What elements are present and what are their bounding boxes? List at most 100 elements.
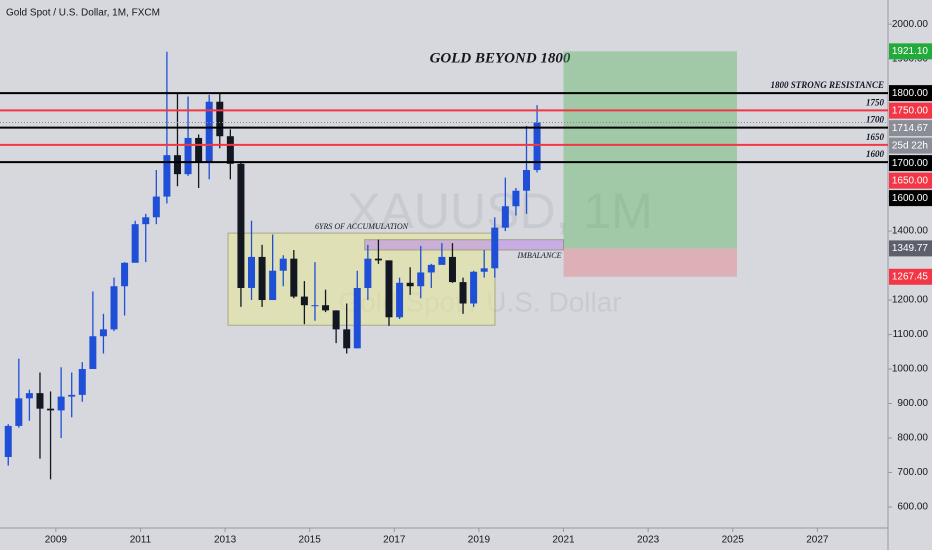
candle-body <box>427 264 435 273</box>
x-tick-label: 2009 <box>45 535 68 546</box>
level-label: 1650 <box>866 132 885 142</box>
candle-body <box>15 398 23 426</box>
candle-body <box>258 256 266 301</box>
price-label: 1714.67 <box>892 123 929 134</box>
candle-body <box>131 224 139 263</box>
price-label: 1349.77 <box>892 243 929 254</box>
y-tick-label: 1000.00 <box>892 364 929 375</box>
price-label: 1921.10 <box>892 46 929 57</box>
y-tick-label: 800.00 <box>897 433 928 444</box>
price-label-box <box>889 43 932 60</box>
y-tick-label: 700.00 <box>897 467 928 478</box>
candle-body <box>47 408 55 411</box>
x-tick-label: 2019 <box>468 535 491 546</box>
x-tick-label: 2011 <box>130 535 152 546</box>
candle-body <box>417 272 425 287</box>
price-label-box <box>889 85 932 102</box>
x-tick-label: 2013 <box>214 535 237 546</box>
candle-body <box>99 329 107 337</box>
price-label: 1750.00 <box>892 105 929 116</box>
price-label: 1700.00 <box>892 158 929 169</box>
candle-body <box>396 282 404 318</box>
y-tick-label: 1100.00 <box>893 329 929 340</box>
candle-body <box>184 137 192 175</box>
candle-body <box>406 282 414 287</box>
level-label: 1600 <box>866 149 885 159</box>
candle-body <box>522 170 530 191</box>
y-tick-label: 1200.00 <box>892 295 929 306</box>
chart-title: Gold Spot / U.S. Dollar, 1M, FXCM <box>6 8 160 19</box>
candle-body <box>4 425 12 457</box>
candle-body <box>195 137 203 163</box>
price-label: 1600.00 <box>892 193 929 204</box>
x-tick-label: 2023 <box>637 535 660 546</box>
candle-body <box>332 310 340 330</box>
price-label: 1267.45 <box>892 271 929 282</box>
candle-body <box>448 256 456 283</box>
candle-body <box>89 336 97 370</box>
price-label-box <box>889 268 932 285</box>
headline: GOLD BEYOND 1800 <box>430 50 571 66</box>
price-label-box <box>889 120 932 137</box>
candle-body <box>364 258 372 288</box>
countdown-box <box>889 137 932 154</box>
candle-body <box>248 256 256 288</box>
x-tick-label: 2025 <box>722 535 745 546</box>
candle-body <box>438 256 446 265</box>
zone <box>364 239 565 251</box>
candle-body <box>36 393 44 409</box>
candle-body <box>533 122 541 171</box>
candle-body <box>491 227 499 269</box>
candle-body <box>322 305 330 311</box>
watermark: XAUUSD, 1M <box>347 183 653 239</box>
x-tick-label: 2017 <box>383 535 406 546</box>
candle-body <box>290 258 298 297</box>
candle-body <box>163 155 171 197</box>
candle-body <box>25 393 33 399</box>
candle-body <box>226 136 234 164</box>
y-tick-label: 600.00 <box>897 502 928 513</box>
level-label: 1800 STRONG RESISTANCE <box>770 80 884 90</box>
countdown: 25d 22h <box>892 140 928 151</box>
candle-body <box>459 282 467 304</box>
candle-body <box>57 396 65 411</box>
candle-body <box>311 305 319 307</box>
candle-body <box>512 190 520 207</box>
candle-body <box>173 155 181 175</box>
candle-body <box>470 271 478 304</box>
candle-body <box>385 260 393 318</box>
candle-body <box>216 101 224 137</box>
price-label-box <box>889 102 932 119</box>
candle-body <box>343 329 351 349</box>
candle-body <box>300 296 308 306</box>
price-label-box <box>889 240 932 257</box>
y-tick-label: 2000.00 <box>892 19 929 30</box>
zone <box>563 51 737 249</box>
candle-body <box>152 196 160 218</box>
price-label: 1650.00 <box>892 175 929 186</box>
price-label-box <box>889 172 932 189</box>
candle-body <box>205 101 213 163</box>
candle-body <box>237 163 245 288</box>
zone-label: IMBALANCE <box>517 251 562 260</box>
level-label: 1750 <box>866 97 885 107</box>
price-label-box <box>889 190 932 207</box>
candle-body <box>480 268 488 272</box>
x-tick-label: 2027 <box>806 535 829 546</box>
zone-label: 6YRS OF ACCUMULATION <box>315 222 409 231</box>
candle-body <box>374 258 382 261</box>
price-label: 1800.00 <box>892 88 929 99</box>
candle-body <box>110 286 118 330</box>
candle-body <box>279 258 287 271</box>
candle-body <box>353 287 361 349</box>
candle-body <box>142 217 150 225</box>
x-tick-label: 2015 <box>299 535 322 546</box>
candle-body <box>78 369 86 395</box>
zone <box>563 248 737 277</box>
candle-body <box>269 270 277 301</box>
candle-body <box>501 206 509 228</box>
candle-body <box>68 394 76 397</box>
price-label-box <box>889 155 932 172</box>
